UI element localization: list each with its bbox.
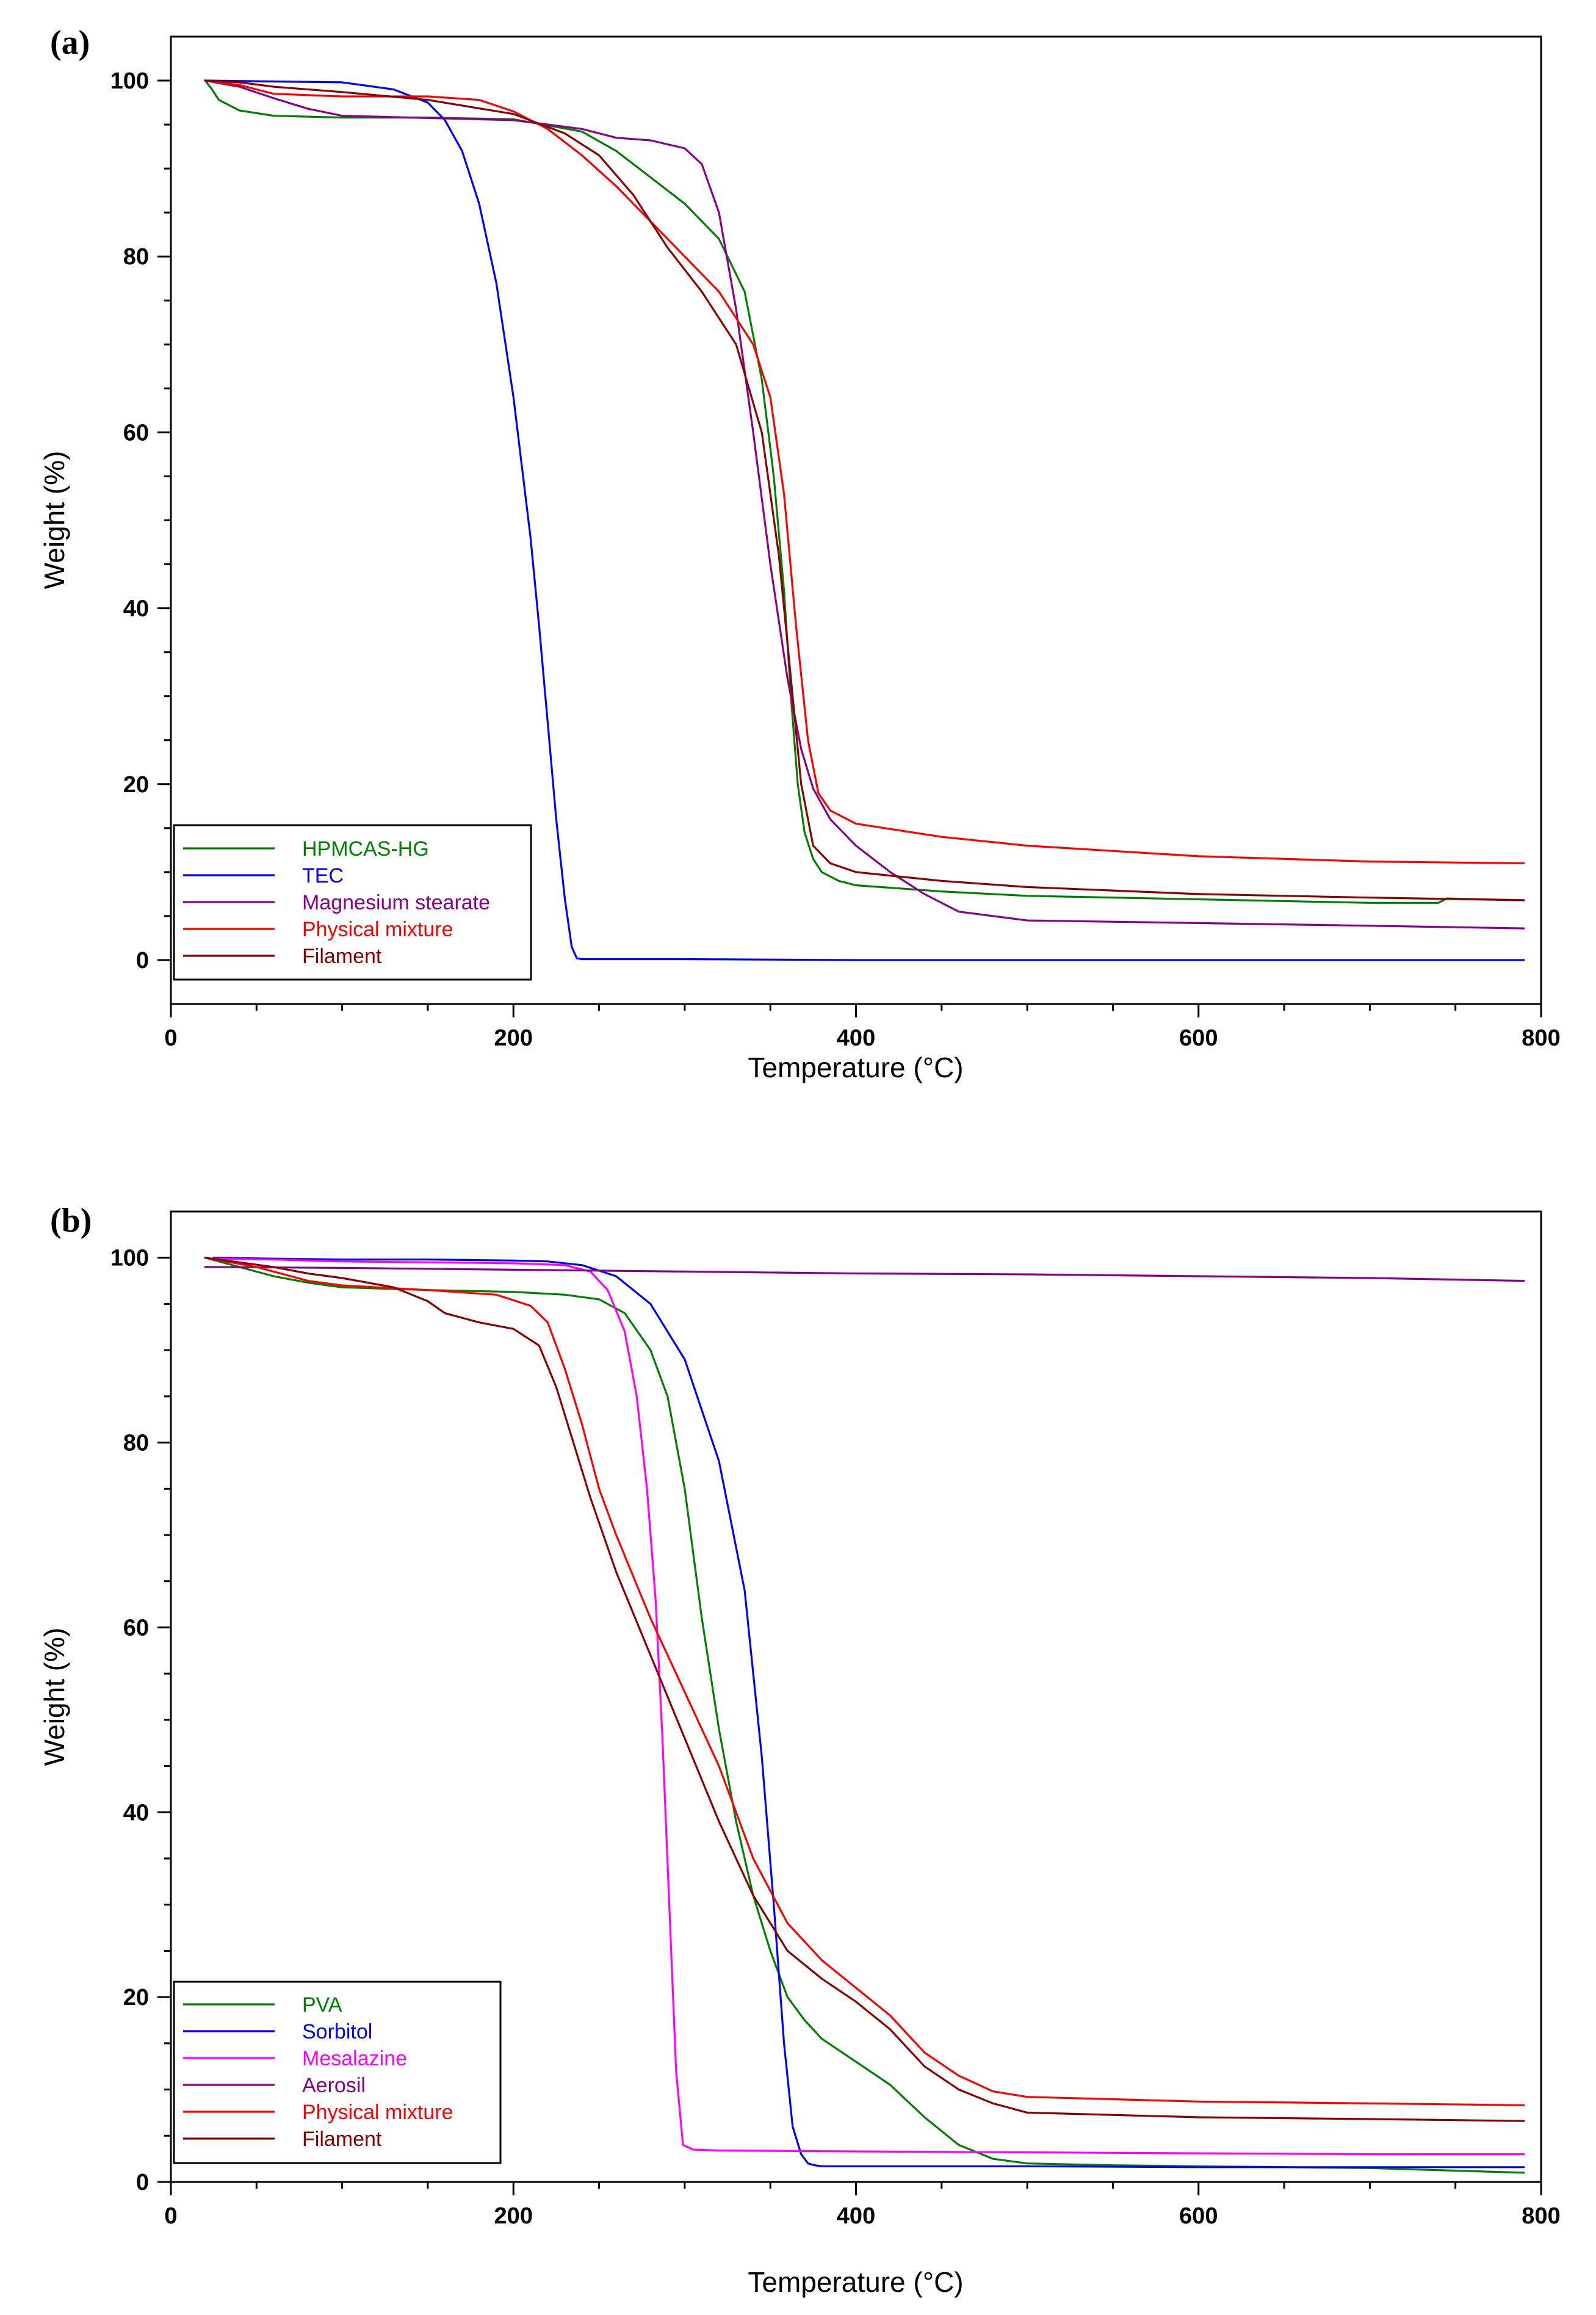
panel-a-ticks: 0 200 400 600 800 0 20 40 60 80 100: [110, 68, 1561, 1051]
legend-label: Physical mixture: [302, 918, 453, 941]
series-line-filament: [204, 79, 1525, 901]
x-tick-label: 800: [1522, 2203, 1560, 2229]
legend-label: Filament: [302, 945, 382, 968]
legend-label: PVA: [302, 1993, 342, 2017]
x-tick-label: 600: [1179, 2203, 1218, 2229]
y-tick-label: 60: [123, 1615, 149, 1641]
y-tick-label: 40: [123, 596, 149, 622]
series-line-filament: [204, 1257, 1525, 2122]
panel-b-legend-box: [173, 1981, 502, 2164]
x-tick-label: 200: [494, 1025, 533, 1051]
series-line-physical-mixture: [204, 1257, 1525, 2106]
series-line-aerosil: [204, 1266, 1525, 1282]
y-tick-label: 0: [136, 948, 149, 973]
legend-label: TEC: [302, 864, 344, 887]
panel-a-series: [204, 79, 1525, 961]
y-tick-label: 20: [123, 1985, 149, 2010]
y-tick-label: 80: [123, 244, 149, 270]
panel-a-legend: HPMCAS-HG TEC Magnesium stearate Physical m…: [173, 824, 532, 981]
series-line-tec: [204, 79, 1525, 961]
y-tick-label: 60: [123, 420, 149, 446]
x-tick-label: 400: [837, 2203, 875, 2229]
legend-label: Mesalazine: [302, 2047, 407, 2070]
x-tick-label: 200: [494, 2203, 533, 2229]
panel-b-y-axis-title: Weight (%): [38, 1628, 70, 1766]
y-tick-label: 80: [123, 1431, 149, 1456]
y-tick-label: 0: [136, 2170, 149, 2195]
x-tick-label: 400: [837, 1025, 875, 1051]
y-tick-label: 100: [110, 68, 149, 94]
series-line-magnesium-stearate: [204, 79, 1525, 930]
panel-b-series: [204, 1257, 1525, 2174]
panel-a-label: (a): [50, 24, 90, 62]
legend-label: Aerosil: [302, 2074, 366, 2097]
y-tick-label: 100: [110, 1246, 149, 1271]
series-line-physical-mixture: [204, 79, 1525, 865]
legend-label: Physical mixture: [302, 2101, 453, 2124]
panel-a-x-axis-title: Temperature (°C): [748, 1052, 963, 1083]
legend-label: Magnesium stearate: [302, 891, 490, 914]
series-line-hpmcas-hg: [204, 79, 1525, 904]
legend-label: Sorbitol: [302, 2020, 372, 2043]
panel-b-ticks: 0 200 400 600 800 0 20 40 60 80 100: [110, 1246, 1561, 2229]
x-tick-label: 0: [164, 2203, 177, 2229]
legend-label: Filament: [302, 2128, 382, 2151]
series-line-sorbitol: [212, 1257, 1525, 2169]
legend-label: HPMCAS-HG: [302, 837, 429, 861]
panel-a: (a) 0 200 400 600 800 0 20 40 60 80 100 HPMCAS-HG T…: [38, 24, 1561, 1083]
x-tick-label: 600: [1179, 1025, 1218, 1051]
x-tick-label: 0: [164, 1025, 177, 1051]
panel-b-label: (b): [50, 1202, 92, 1240]
panel-b-x-axis-title: Temperature (°C): [748, 2266, 963, 2298]
panel-b: (b) 0 200 400 600 800 0 20 40 60 80 100 PVA Sorbito…: [38, 1202, 1561, 2298]
y-tick-label: 20: [123, 772, 149, 798]
panel-a-y-axis-title: Weight (%): [38, 451, 70, 590]
series-line-mesalazine: [212, 1257, 1525, 2156]
x-tick-label: 800: [1522, 1025, 1560, 1051]
panel-b-legend: PVA Sorbitol Mesalazine Aerosil Physical mix…: [173, 1981, 502, 2164]
y-tick-label: 40: [123, 1800, 149, 1826]
